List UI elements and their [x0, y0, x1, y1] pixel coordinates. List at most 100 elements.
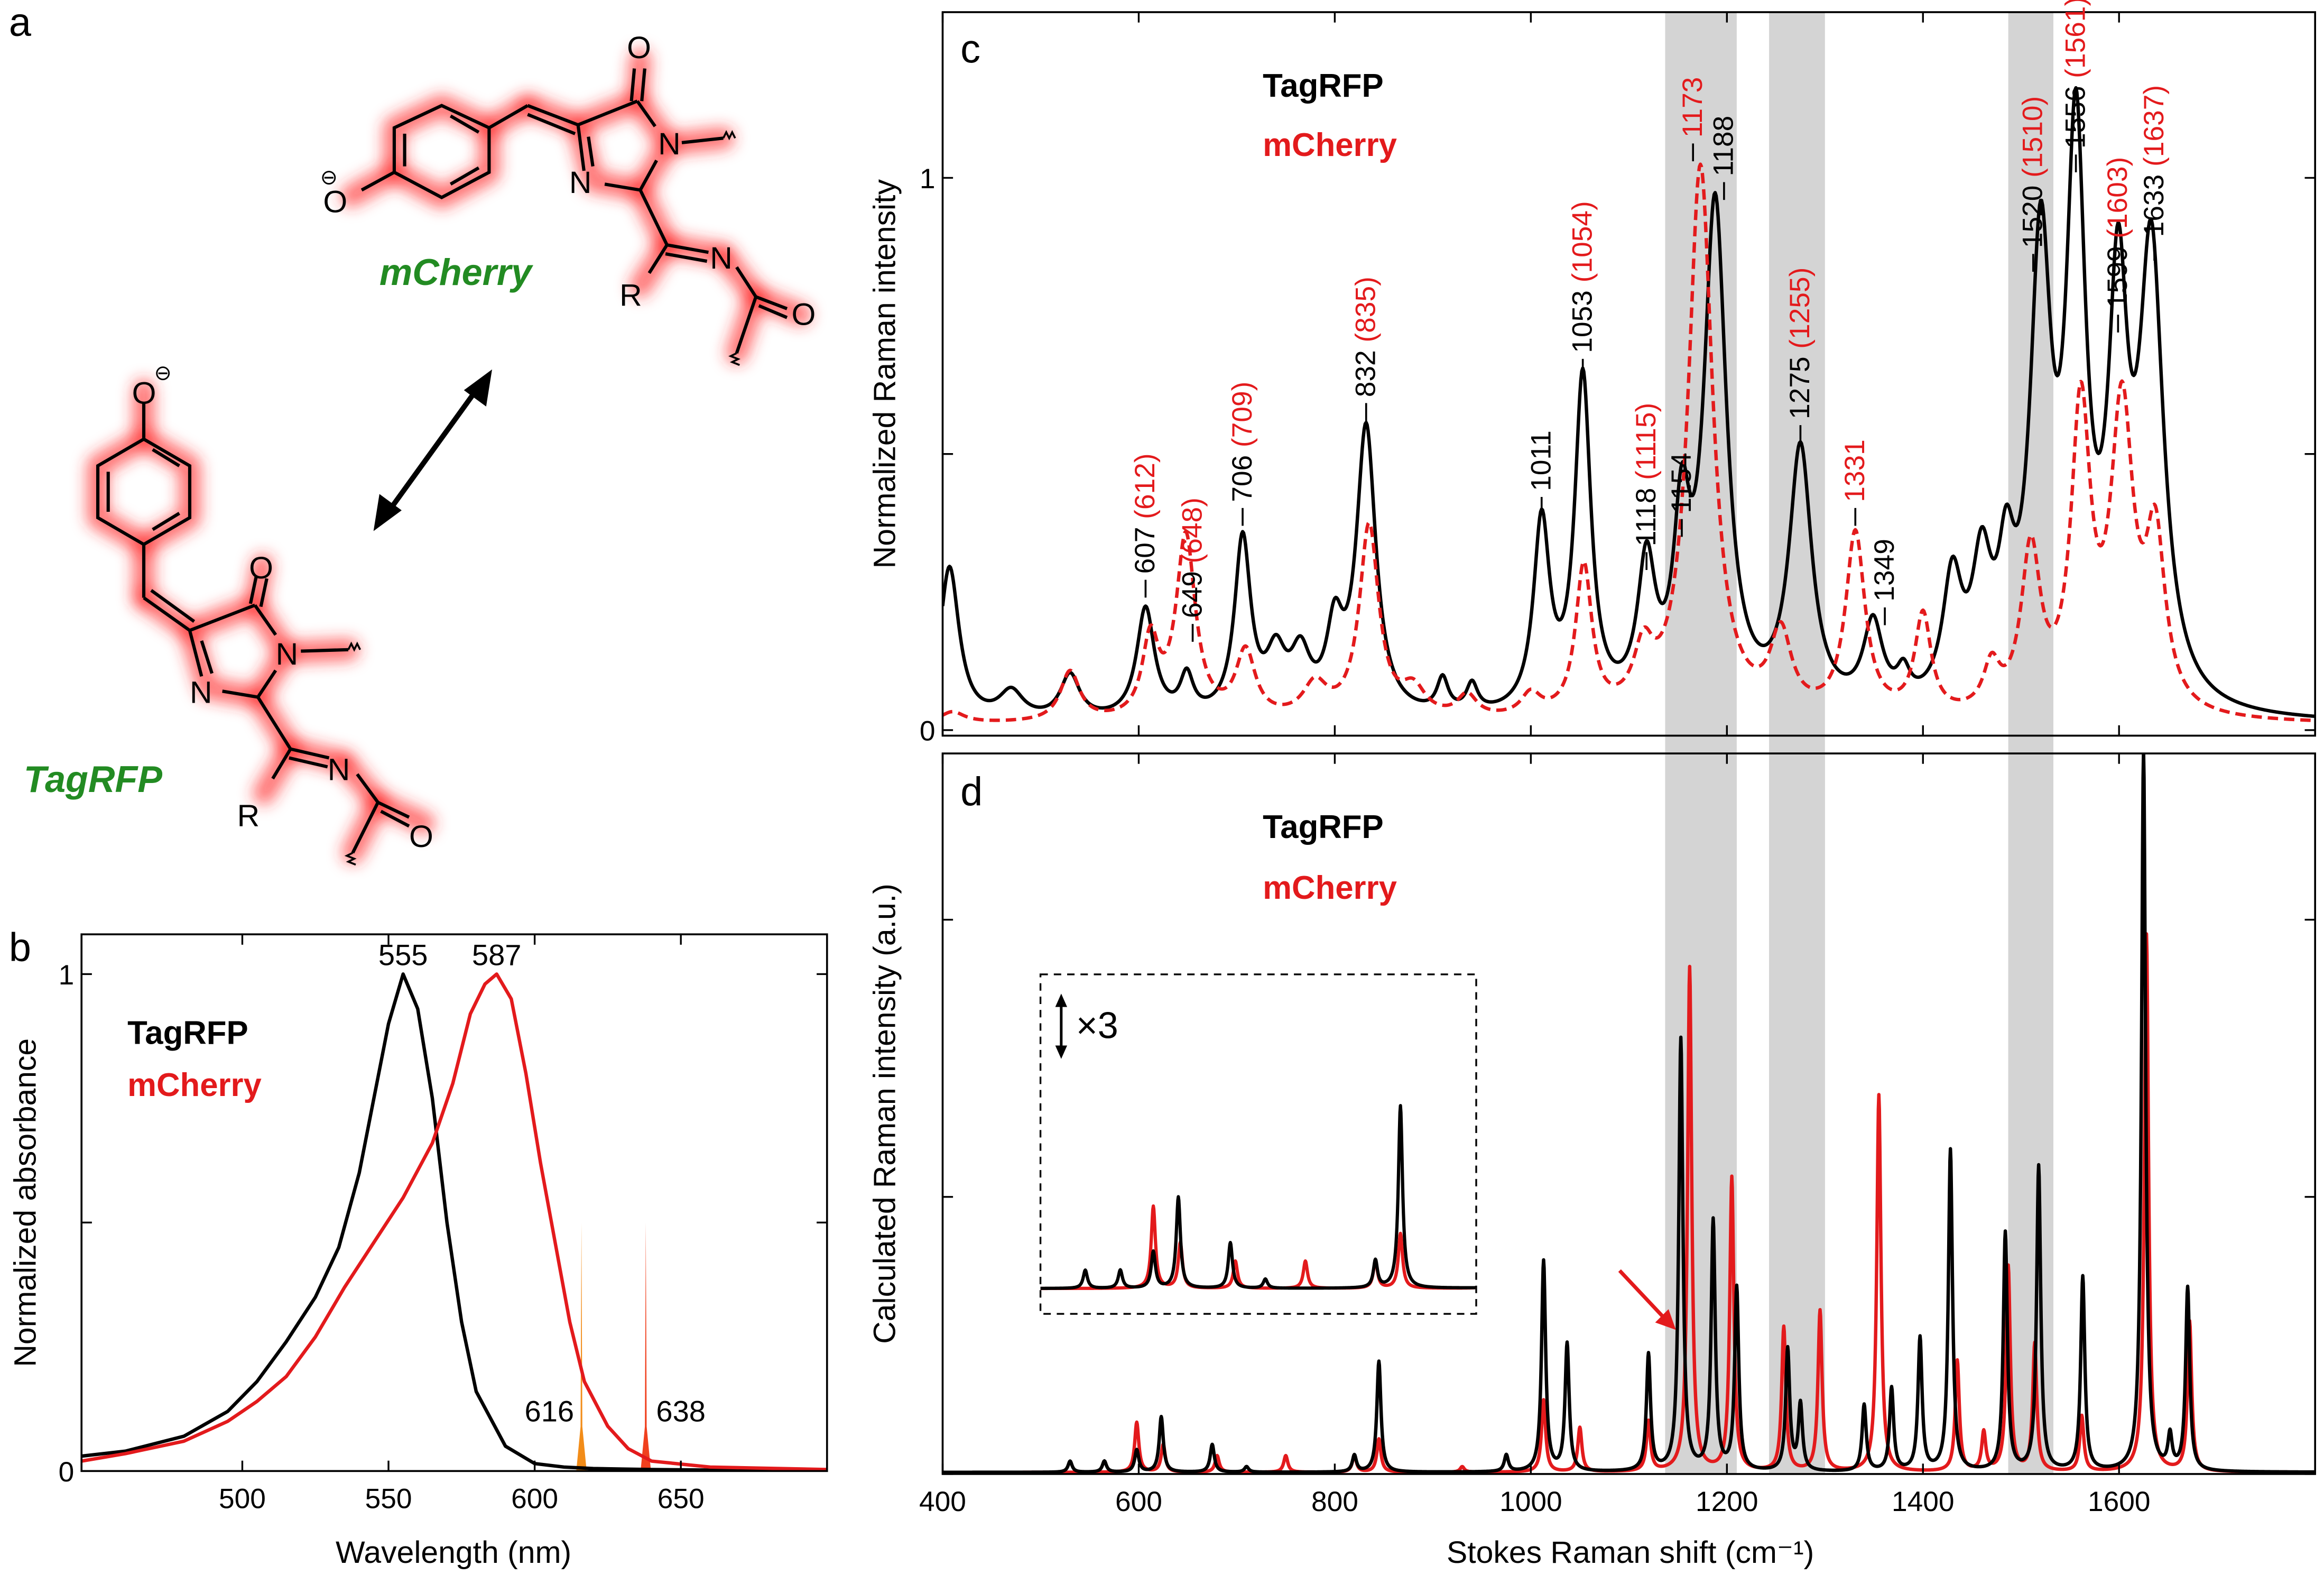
peak-value: 706 — [1227, 455, 1258, 502]
peak-label-1188: 1188 — [1708, 116, 1739, 177]
inset-series — [1040, 1104, 1476, 1291]
peak-value: 1118 — [1631, 488, 1662, 547]
peak-value-mcherry: (1603) — [2102, 157, 2133, 246]
mcherry-atoms: O ⊖ O N N R N O — [320, 31, 816, 332]
panel-b-legend-tagrfp: TagRFP — [127, 1015, 248, 1052]
laser-line-638 — [640, 1222, 651, 1471]
panel-d: 400 600 800 1000 1200 1400 1600 ×3 d TagRFP mC… — [868, 752, 2316, 1570]
panel-d-frame — [941, 752, 2316, 1475]
tagrfp-structure: O ⊖ O N N R N O TagRFP — [24, 361, 436, 866]
absorbance-curve-mcherry — [81, 972, 827, 1471]
peak-value-mcherry: 1173 — [1677, 77, 1708, 138]
panel-b-xtick-label: 600 — [511, 1483, 558, 1514]
panel-label-b: b — [9, 925, 31, 970]
tagrfp-nitrogen-2: N — [190, 676, 212, 710]
peak-value: 649 — [1177, 571, 1208, 618]
mcherry-name-label: mCherry — [379, 252, 533, 293]
panel-d-xlabel: Stokes Raman shift (cm⁻¹) — [1447, 1535, 1814, 1570]
peak-label-607: 607 (612) — [1129, 453, 1161, 574]
peak-label-555: 555 — [378, 938, 428, 972]
peak-value: 1154 — [1666, 453, 1697, 513]
panel-c-ylabel: Normalized Raman intensity — [868, 179, 902, 569]
laser-line-616 — [576, 1222, 587, 1471]
interconversion-arrow — [373, 369, 492, 531]
mcherry-nitrogen-1: N — [658, 127, 681, 161]
panel-c-ytick-label: 1 — [920, 163, 936, 195]
peak-label-1154: 1154 — [1666, 453, 1697, 513]
peak-value-mcherry: (648) — [1177, 498, 1208, 571]
panel-c-ticks: 01 — [920, 12, 2316, 747]
panel-d-xtick-label: 1000 — [1499, 1486, 1562, 1517]
shaded-band-d-2 — [2008, 753, 2053, 1474]
tagrfp-nitrogen-3: N — [328, 753, 350, 787]
peak-label-587: 587 — [472, 938, 522, 972]
peak-value-mcherry: (1255) — [1784, 268, 1816, 357]
panel-d-xtick-label: 1600 — [2088, 1486, 2151, 1517]
panel-b-frame — [80, 933, 828, 1472]
peak-label-1011: 1011 — [1526, 430, 1557, 491]
peak-label-1556: 1556 (1561) — [2060, 0, 2091, 149]
panel-b-annotations: 555 587 616 638 — [378, 938, 706, 1428]
inset-scale-label: ×3 — [1076, 1005, 1118, 1046]
panel-c-ytick-label: 0 — [920, 716, 936, 747]
tagrfp-atoms: O ⊖ O N N R N O — [132, 361, 433, 853]
panel-c-series — [942, 86, 2316, 722]
peak-value-mcherry: (1561) — [2060, 0, 2091, 86]
panel-c-legend-mcherry: mCherry — [1263, 127, 1397, 163]
peak-value: 1275 — [1784, 356, 1816, 419]
panel-d-ylabel: Calculated Raman intensity (a.u.) — [868, 883, 902, 1343]
peak-label-1520: 1520 (1510) — [2017, 96, 2049, 248]
mcherry-oxygen-acyl: O — [791, 298, 816, 332]
tagrfp-nitrogen-1: N — [276, 637, 299, 671]
peak-value: 1349 — [1869, 539, 1900, 602]
panel-b-legend-mcherry: mCherry — [127, 1067, 262, 1103]
mcherry-nitrogen-3: N — [710, 241, 733, 275]
inset-curve-tagrfp — [1040, 1104, 1476, 1290]
peak-value-mcherry: (1637) — [2138, 85, 2170, 174]
mcherry-minus-charge: ⊖ — [320, 165, 338, 189]
panel-d-inset: ×3 — [1039, 973, 1477, 1315]
peak-value-mcherry: (1510) — [2017, 96, 2049, 186]
tagrfp-oxygen-phenolate: O — [132, 376, 156, 410]
mcherry-oxygen-carbonyl: O — [627, 31, 651, 65]
panel-d-ticks: 400 600 800 1000 1200 1400 1600 — [919, 753, 2316, 1517]
peak-value-mcherry: (835) — [1350, 277, 1382, 350]
peak-label-1118: 1118 (1115) — [1631, 403, 1662, 546]
peak-value-mcherry: 1331 — [1839, 439, 1871, 502]
panel-b: 500 550 600 650 0 1 555 587 616 638 TagRFP mCher… — [8, 933, 828, 1570]
tagrfp-oxygen-acyl: O — [409, 819, 433, 854]
peak-value: 607 — [1129, 527, 1161, 574]
mcherry-bonds — [360, 68, 788, 366]
mcherry-nitrogen-2: N — [569, 165, 592, 200]
panel-b-xtick-label: 500 — [219, 1483, 266, 1514]
peak-label-1331: 1331 — [1839, 439, 1871, 502]
calc-curve-tagrfp — [942, 753, 2316, 1474]
peak-value-mcherry: (1054) — [1567, 201, 1598, 290]
panel-c-frame — [941, 11, 2316, 737]
panel-d-xtick-label: 800 — [1311, 1486, 1358, 1517]
peak-value-mcherry: (1115) — [1631, 403, 1662, 488]
panel-d-legend-mcherry: mCherry — [1263, 870, 1397, 906]
peak-label-1633: 1633 (1637) — [2138, 85, 2170, 237]
panel-d-xtick-label: 600 — [1115, 1486, 1162, 1517]
panel-label-c: c — [960, 26, 980, 71]
panel-d-xtick-label: 1400 — [1892, 1486, 1955, 1517]
panel-b-ytick-label: 0 — [59, 1457, 75, 1488]
peak-value: 1011 — [1526, 430, 1557, 491]
peak-label-1275: 1275 (1255) — [1784, 268, 1816, 419]
peak-label-1173: 1173 — [1677, 77, 1708, 138]
panel-c-peak-labels: 607 (612) 649 (648) 706 (709) 832 (835) 1011… — [1129, 0, 2170, 642]
panel-label-a: a — [9, 0, 32, 45]
shaded-band-d-1 — [1769, 753, 1825, 1474]
peak-label-706: 706 (709) — [1227, 382, 1258, 502]
laser-label-638: 638 — [656, 1394, 706, 1428]
mcherry-structure: O ⊖ O N N R N O mCherry — [320, 31, 816, 366]
peak-value: 1188 — [1708, 116, 1739, 177]
panel-d-legend-tagrfp: TagRFP — [1263, 809, 1383, 845]
tagrfp-name-label: TagRFP — [24, 759, 162, 800]
panel-d-xtick-label: 1200 — [1696, 1486, 1758, 1517]
panel-b-xtick-label: 650 — [658, 1483, 705, 1514]
peak-value: 1633 — [2138, 174, 2170, 237]
tagrfp-minus-charge: ⊖ — [154, 361, 172, 384]
